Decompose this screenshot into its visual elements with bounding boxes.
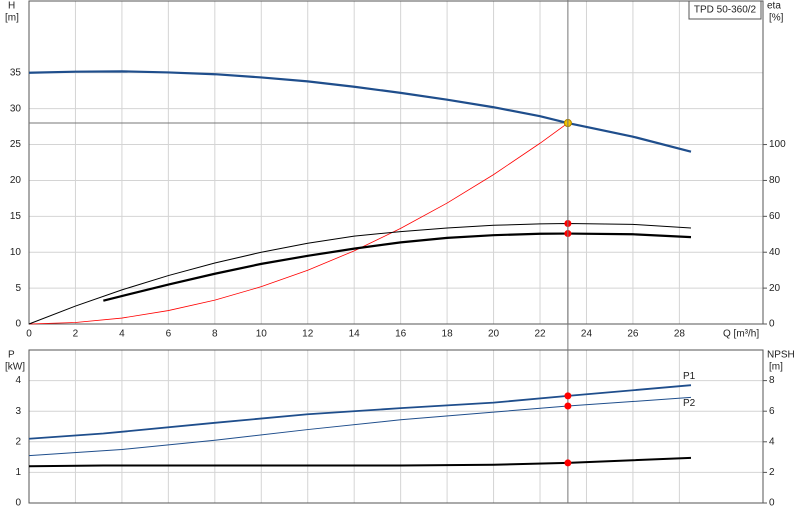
x-tick-label: 12 [302, 329, 314, 340]
x-axis-label: Q [m³/h] [723, 329, 759, 340]
plot-frame [28, 0, 764, 325]
y-axis-label: P [8, 350, 15, 361]
y2-tick-label: 100 [769, 139, 786, 150]
y2-tick-label: 0 [769, 498, 775, 509]
y2-axis-label: eta [767, 1, 781, 12]
curve [28, 396, 692, 457]
x-tick-label: 4 [119, 329, 125, 340]
curve [28, 122, 569, 325]
plot-frame [28, 349, 764, 504]
y2-tick-label: 2 [769, 467, 775, 478]
y-tick-label: 20 [10, 175, 22, 186]
y-tick-label: 0 [15, 319, 21, 330]
y-tick-label: 3 [15, 406, 21, 417]
x-tick-label: 0 [26, 329, 32, 340]
x-tick-label: 6 [166, 329, 172, 340]
curve [28, 223, 692, 325]
series-label: P1 [683, 371, 696, 382]
y-tick-label: 35 [10, 67, 22, 78]
y-axis-label: H [8, 1, 15, 12]
y2-axis-unit: [%] [769, 13, 784, 24]
y2-axis-unit: [m] [769, 362, 783, 373]
y2-tick-label: 80 [769, 175, 781, 186]
y-tick-label: 1 [15, 467, 21, 478]
y-tick-label: 30 [10, 103, 22, 114]
y2-tick-label: 4 [769, 436, 775, 447]
y-tick-label: 0 [15, 498, 21, 509]
y2-tick-label: 20 [769, 283, 781, 294]
duty-point [564, 459, 572, 467]
y-tick-label: 15 [10, 211, 22, 222]
y2-tick-label: 6 [769, 406, 775, 417]
x-tick-label: 2 [73, 329, 79, 340]
duty-point [564, 402, 572, 410]
y2-tick-label: 60 [769, 211, 781, 222]
y2-tick-label: 0 [769, 319, 775, 330]
y2-axis-label: NPSH [767, 350, 795, 361]
y2-tick-label: 40 [769, 247, 781, 258]
y-tick-label: 25 [10, 139, 22, 150]
y-tick-label: 2 [15, 436, 21, 447]
curve [28, 70, 692, 153]
x-tick-label: 16 [395, 329, 407, 340]
curve [28, 384, 692, 440]
y-tick-label: 5 [15, 283, 21, 294]
y-axis-unit: [kW] [5, 362, 25, 373]
y-tick-label: 4 [15, 375, 21, 386]
y-tick-label: 10 [10, 247, 22, 258]
x-tick-label: 10 [256, 329, 268, 340]
series-label: P2 [683, 398, 696, 409]
chart-title: TPD 50-360/2 [694, 5, 757, 16]
x-tick-label: 20 [488, 329, 500, 340]
x-tick-label: 14 [349, 329, 361, 340]
x-tick-label: 24 [581, 329, 593, 340]
y-axis-unit: [m] [5, 13, 19, 24]
x-tick-label: 28 [674, 329, 686, 340]
x-tick-label: 18 [442, 329, 454, 340]
legend-box [688, 0, 762, 20]
x-tick-label: 22 [534, 329, 546, 340]
duty-point [564, 392, 572, 400]
x-tick-label: 8 [212, 329, 218, 340]
x-tick-label: 26 [627, 329, 639, 340]
y2-tick-label: 8 [769, 375, 775, 386]
